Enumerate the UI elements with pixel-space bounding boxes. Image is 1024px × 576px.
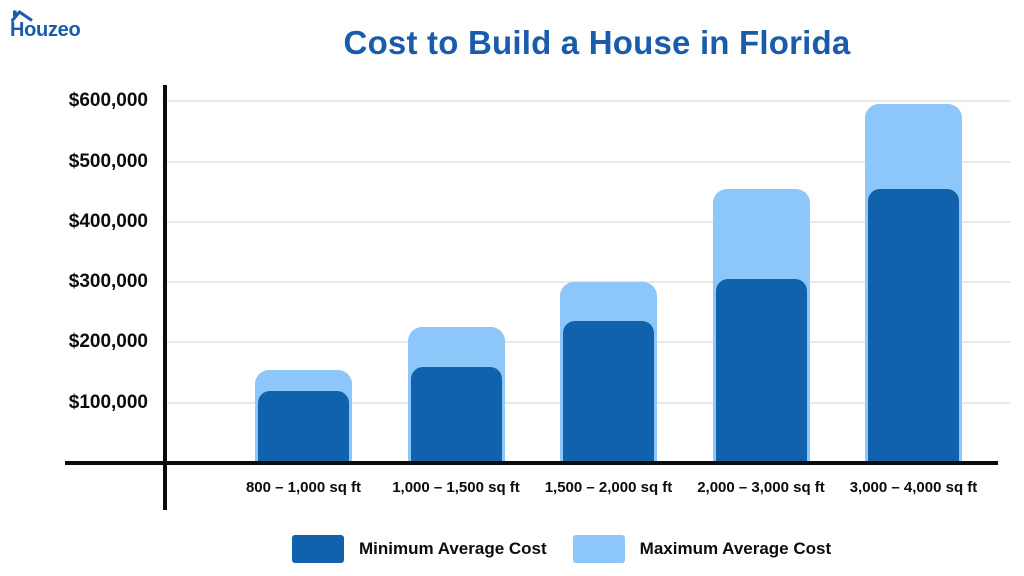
legend-label: Minimum Average Cost bbox=[359, 539, 547, 558]
y-axis-tick-label: $200,000 bbox=[68, 331, 148, 353]
legend-swatch bbox=[572, 535, 625, 563]
house-roof-icon bbox=[11, 10, 33, 22]
logo-text: Houzeo bbox=[10, 19, 81, 41]
y-axis-tick-label: $400,000 bbox=[68, 210, 148, 232]
gridline bbox=[165, 160, 1010, 163]
x-axis-category-label: 800 – 1,000 sq ft bbox=[245, 479, 362, 496]
legend-item: Minimum Average Cost bbox=[292, 535, 547, 563]
bar-minimum-cost bbox=[410, 366, 502, 463]
x-axis-category-label: 1,500 – 2,000 sq ft bbox=[544, 479, 673, 496]
legend-label: Maximum Average Cost bbox=[639, 539, 832, 558]
houzeo-logo: Houzeo bbox=[10, 10, 120, 42]
bar-minimum-cost bbox=[868, 188, 959, 463]
gridline bbox=[165, 100, 1010, 103]
x-axis-category-label: 1,000 – 1,500 sq ft bbox=[392, 479, 520, 496]
bar-minimum-cost bbox=[258, 390, 349, 463]
y-axis-tick-label: $100,000 bbox=[68, 391, 148, 413]
y-axis-tick-label: $600,000 bbox=[68, 90, 148, 112]
chart-legend: Minimum Average Cost Maximum Average Cost bbox=[292, 535, 831, 563]
bar-minimum-cost bbox=[715, 279, 807, 463]
y-axis-tick-label: $300,000 bbox=[68, 271, 148, 293]
x-axis-category-label: 3,000 – 4,000 sq ft bbox=[849, 479, 978, 496]
gridline bbox=[165, 220, 1010, 223]
chart-title: Cost to Build a House in Florida bbox=[343, 24, 851, 61]
x-axis-line bbox=[65, 461, 998, 465]
y-axis-line bbox=[163, 85, 167, 510]
y-axis-tick-label: $500,000 bbox=[68, 150, 148, 172]
bar-minimum-cost bbox=[563, 321, 654, 463]
x-axis-category-label: 2,000 – 3,000 sq ft bbox=[697, 479, 825, 496]
legend-swatch bbox=[292, 535, 344, 563]
legend-item: Maximum Average Cost bbox=[572, 535, 832, 563]
